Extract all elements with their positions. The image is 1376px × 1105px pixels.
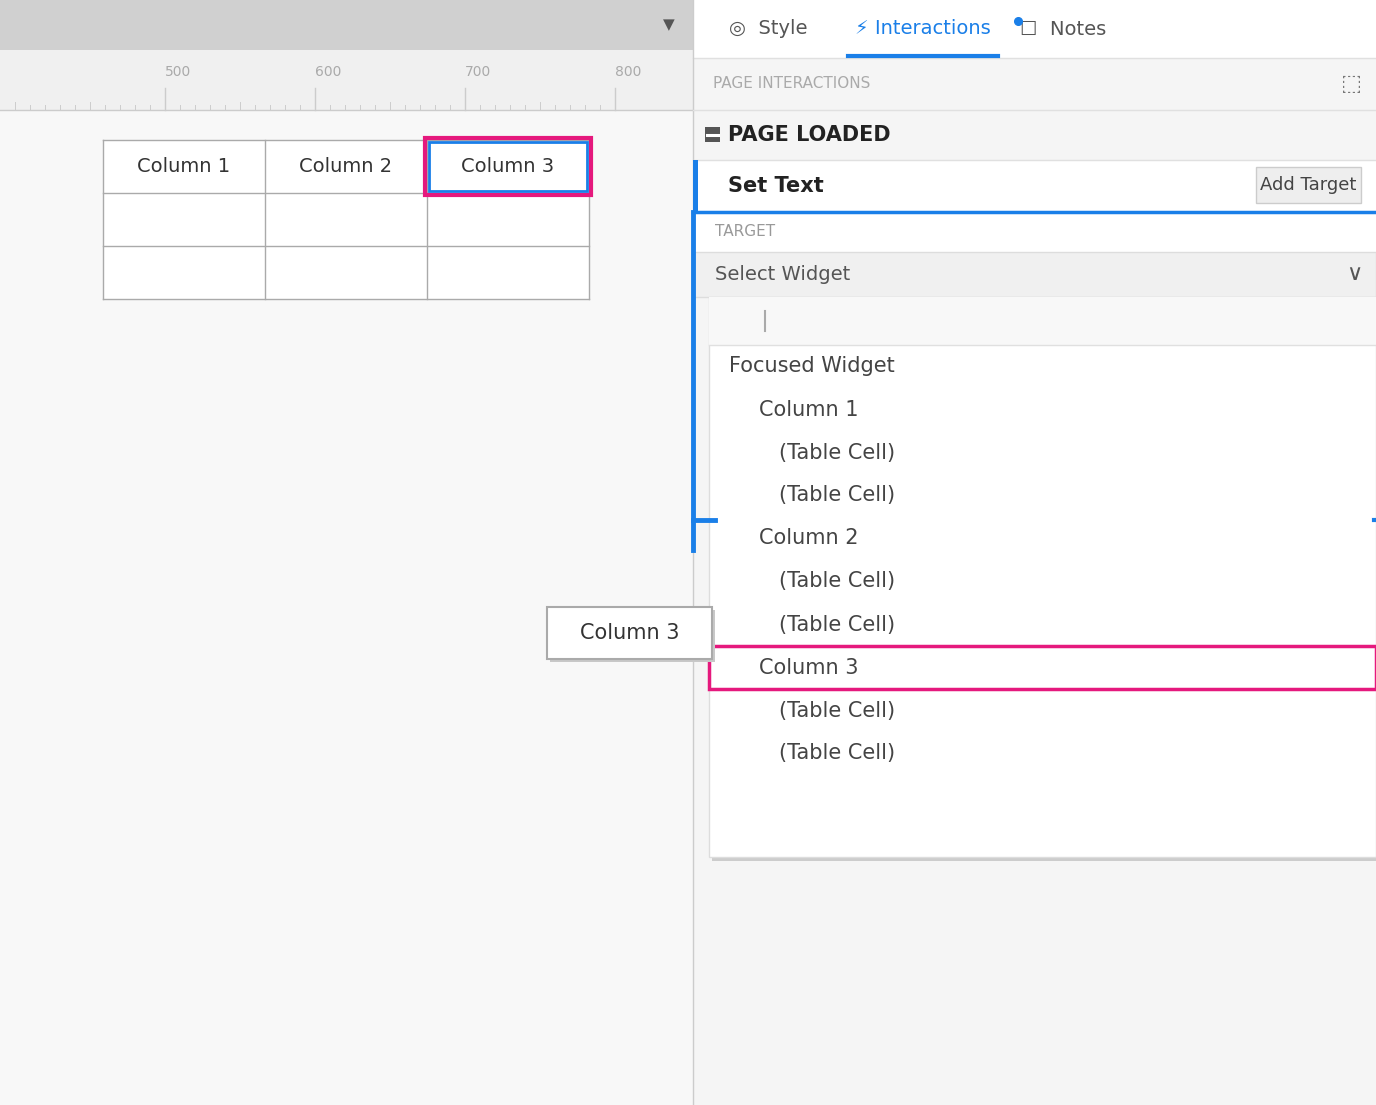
Text: Focused Widget: Focused Widget (729, 357, 894, 377)
Text: Select Widget: Select Widget (716, 264, 850, 284)
Bar (694, 110, 1376, 160)
Text: ⚡ Interactions: ⚡ Interactions (854, 20, 991, 39)
Text: (Table Cell): (Table Cell) (779, 744, 896, 764)
Text: Column 2: Column 2 (760, 528, 859, 548)
Text: (Table Cell): (Table Cell) (779, 571, 896, 591)
Bar (694, 160, 698, 212)
Bar (694, 252, 1376, 297)
Text: Column 3: Column 3 (760, 657, 859, 677)
Text: Column 1: Column 1 (760, 400, 859, 420)
Text: ☐  Notes: ☐ Notes (1020, 20, 1106, 39)
Bar (709, 297, 1376, 857)
Bar (550, 610, 716, 662)
Text: ◎  Style: ◎ Style (729, 20, 808, 39)
Text: (Table Cell): (Table Cell) (779, 614, 896, 634)
Text: (Table Cell): (Table Cell) (779, 701, 896, 720)
Bar (694, 0, 1376, 1105)
Bar (0, 0, 694, 50)
Bar (425, 138, 592, 194)
Text: 600: 600 (315, 65, 341, 78)
Bar (709, 297, 1376, 345)
Text: Add Target: Add Target (1260, 176, 1357, 194)
Bar (0, 50, 694, 110)
Text: Column 1: Column 1 (138, 157, 231, 176)
Text: PAGE INTERACTIONS: PAGE INTERACTIONS (713, 76, 871, 92)
Text: 500: 500 (165, 65, 191, 78)
Text: 800: 800 (615, 65, 641, 78)
Bar (103, 140, 589, 299)
Bar (694, 212, 1376, 252)
Text: ▼: ▼ (663, 18, 674, 32)
Text: (Table Cell): (Table Cell) (779, 442, 896, 463)
Bar (709, 646, 1376, 690)
Bar (429, 143, 588, 191)
Text: ⊽: ⊽ (1340, 311, 1357, 332)
Bar (694, 160, 1376, 212)
Text: Column 3: Column 3 (461, 157, 555, 176)
Bar (694, 57, 1376, 110)
Bar (1256, 167, 1361, 203)
Text: ⬚: ⬚ (1340, 74, 1361, 94)
Text: Search...: Search... (764, 312, 850, 330)
Text: (Table Cell): (Table Cell) (779, 485, 896, 505)
Bar (711, 301, 1376, 861)
Bar (705, 127, 720, 143)
Text: TARGET: TARGET (716, 224, 775, 240)
Text: 🔍: 🔍 (732, 312, 743, 330)
Bar (0, 110, 694, 1105)
Text: ∨: ∨ (1346, 264, 1362, 284)
Text: PAGE LOADED: PAGE LOADED (728, 125, 890, 145)
Text: Column 2: Column 2 (300, 157, 392, 176)
Bar (694, 0, 1376, 57)
Text: Set Text: Set Text (728, 176, 824, 196)
Text: 700: 700 (465, 65, 491, 78)
Bar (548, 607, 711, 659)
Text: Column 3: Column 3 (579, 623, 680, 643)
